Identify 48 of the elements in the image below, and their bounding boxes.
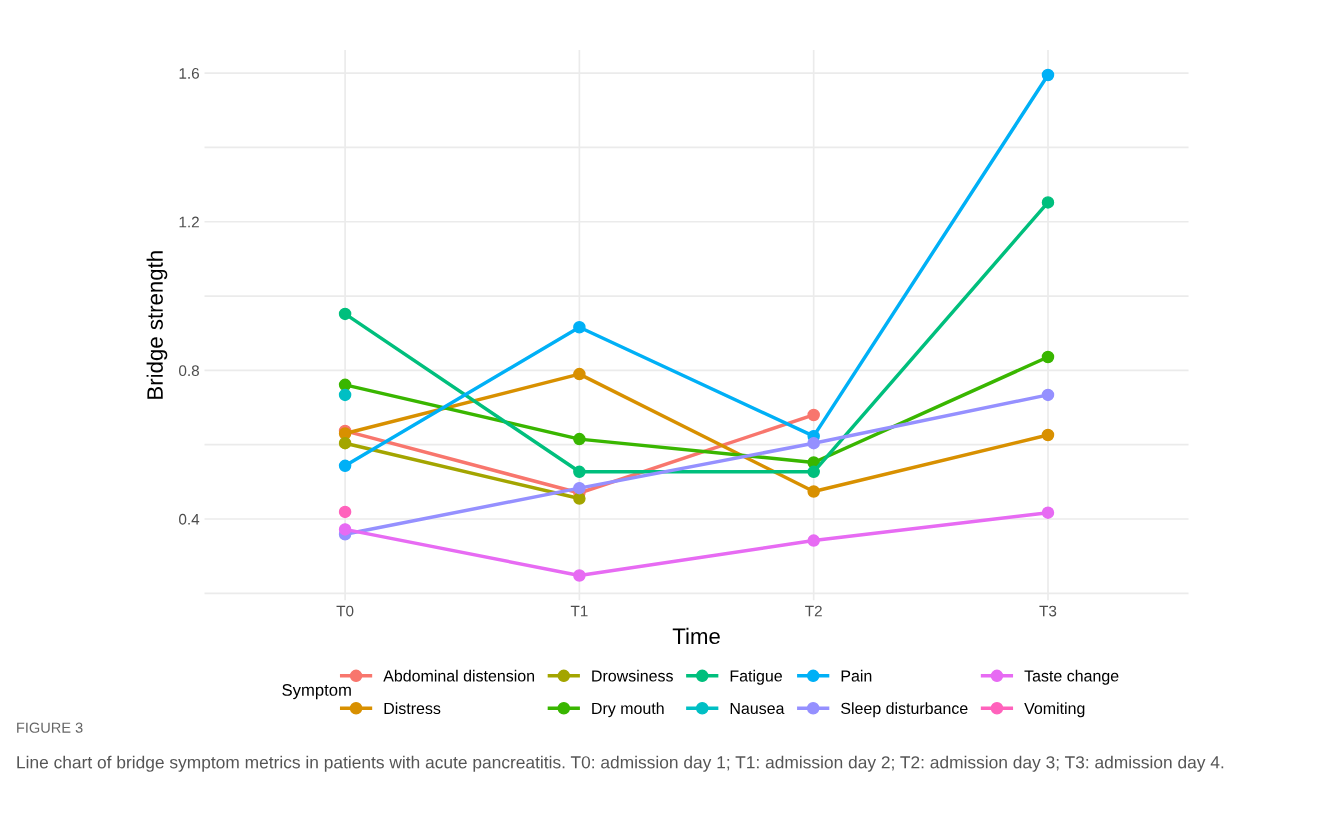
point bbox=[338, 459, 352, 473]
x-axis-title: Time bbox=[672, 627, 720, 645]
point bbox=[573, 432, 586, 446]
y-axis-title: Bridge strength bbox=[146, 251, 168, 399]
point bbox=[338, 307, 352, 321]
point bbox=[338, 378, 352, 392]
legend-label: Abdominal distension bbox=[383, 669, 535, 682]
point bbox=[1041, 388, 1055, 402]
point bbox=[573, 367, 586, 381]
point bbox=[807, 465, 820, 479]
y-tick-label: 0.4 bbox=[179, 513, 200, 525]
point bbox=[1041, 350, 1055, 364]
legend-label: Pain bbox=[841, 669, 872, 682]
x-tick-label: T3 bbox=[1039, 605, 1057, 617]
legend-label: Distress bbox=[384, 702, 441, 715]
point bbox=[338, 388, 352, 402]
y-tick-label: 1.6 bbox=[179, 68, 199, 79]
y-tick-label: 0.8 bbox=[179, 365, 199, 377]
x-tick-label: T0 bbox=[336, 605, 354, 617]
point bbox=[573, 569, 586, 582]
point bbox=[573, 492, 586, 505]
point bbox=[573, 321, 586, 334]
point bbox=[573, 465, 586, 479]
x-tick-label: T1 bbox=[570, 605, 588, 617]
point bbox=[338, 523, 352, 536]
point bbox=[807, 485, 820, 498]
point bbox=[1041, 506, 1055, 519]
point bbox=[1041, 68, 1055, 82]
legend-label: Sleep disturbance bbox=[841, 702, 968, 718]
point bbox=[807, 534, 820, 547]
point bbox=[338, 505, 352, 519]
legend-label: Drowsiness bbox=[592, 669, 673, 682]
point bbox=[573, 481, 586, 495]
legend-label: Taste change bbox=[1024, 669, 1119, 685]
point bbox=[1041, 196, 1055, 209]
text: Line chart of bridge symptom metrics in patients with acute pancreatitis. T0: admission day 1; T1: admission day 2; T2: admission day 3; T3: admission day 4. bbox=[17, 755, 1224, 772]
legend-label: Vomiting bbox=[1024, 702, 1085, 718]
point bbox=[338, 436, 352, 450]
point bbox=[1041, 428, 1055, 442]
legend-title: Symptom bbox=[282, 684, 351, 700]
x-tick-label: T2 bbox=[805, 605, 822, 617]
point bbox=[807, 436, 820, 450]
legend-label: Nausea bbox=[730, 702, 785, 715]
legend-label: Fatigue bbox=[730, 669, 782, 685]
y-tick-label: 1.2 bbox=[179, 216, 199, 228]
caption: FIGURE 3 bbox=[17, 722, 83, 733]
point bbox=[807, 408, 820, 422]
legend-label: Dry mouth bbox=[592, 702, 664, 718]
